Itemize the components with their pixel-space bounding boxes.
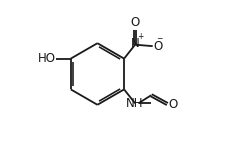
- Text: O: O: [130, 16, 140, 29]
- Text: O: O: [153, 40, 163, 53]
- Text: NH: NH: [126, 97, 144, 110]
- Text: O: O: [168, 98, 177, 111]
- Text: HO: HO: [37, 52, 55, 65]
- Text: +: +: [138, 32, 144, 41]
- Text: −: −: [156, 34, 162, 44]
- Text: N: N: [131, 37, 140, 50]
